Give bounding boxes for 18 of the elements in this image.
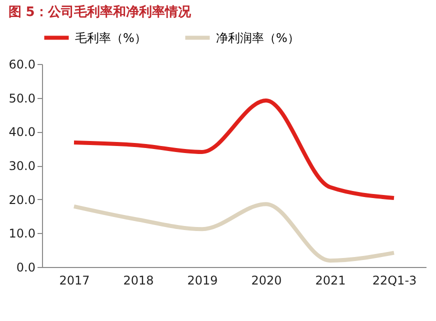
x-tick-label: 22Q1-3 bbox=[372, 274, 417, 288]
x-tick-label: 2018 bbox=[123, 274, 154, 288]
y-tick-label: 60.0 bbox=[8, 58, 36, 72]
y-tick-label: 40.0 bbox=[8, 125, 36, 140]
line-series bbox=[72, 202, 396, 263]
x-tick-label: 2021 bbox=[315, 274, 346, 288]
x-tick-label: 2020 bbox=[251, 274, 282, 288]
y-tick-label: 30.0 bbox=[8, 159, 36, 173]
x-tick-label: 2017 bbox=[59, 274, 90, 288]
y-tick-label: 20.0 bbox=[8, 192, 36, 207]
legend-label: 毛利率（%） bbox=[75, 30, 146, 45]
x-tick-label: 2019 bbox=[187, 274, 218, 288]
y-tick-label: 50.0 bbox=[8, 91, 36, 106]
chart-title: 图 5：公司毛利率和净利率情况 bbox=[8, 4, 192, 20]
y-tick-label: 10.0 bbox=[8, 226, 36, 241]
line-series bbox=[72, 98, 396, 200]
legend-label: 净利润率（%） bbox=[216, 30, 300, 45]
y-tick-label: 0.0 bbox=[16, 260, 36, 274]
